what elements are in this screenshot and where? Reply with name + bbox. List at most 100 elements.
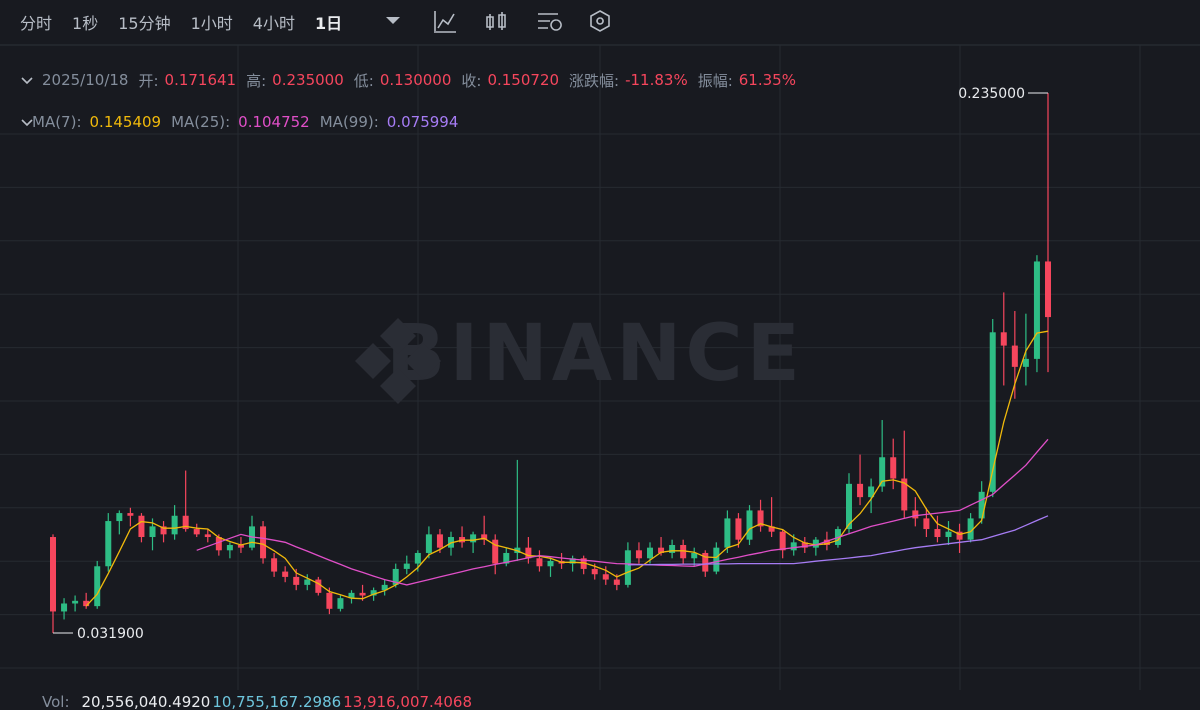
- low-label: 0.031900: [77, 626, 144, 642]
- indicator-icon[interactable]: [538, 13, 562, 31]
- candle-body: [348, 592, 355, 599]
- candle-body: [470, 534, 477, 543]
- candle-body: [503, 552, 510, 564]
- vol-label: Vol:: [42, 693, 70, 710]
- ma-line: [627, 515, 1049, 566]
- toolbar-icons: [21, 10, 610, 127]
- candle-body: [735, 518, 742, 540]
- field-value: -11.83%: [625, 71, 688, 89]
- candle-body: [293, 576, 300, 585]
- collapse-icon[interactable]: [21, 77, 33, 127]
- candle-body: [713, 547, 720, 572]
- ma-value: 0.075994: [386, 113, 459, 131]
- candle-body: [1000, 332, 1007, 346]
- candle-body: [50, 537, 56, 612]
- interval-button[interactable]: 1秒: [72, 14, 99, 33]
- candle-body: [193, 529, 200, 535]
- candle-body: [492, 539, 499, 564]
- ma-value: 0.145409: [89, 113, 162, 131]
- candle-body: [83, 600, 90, 607]
- candle-body: [105, 521, 112, 567]
- candle-body: [702, 552, 709, 572]
- field-label: 高:: [246, 71, 267, 90]
- interval-button[interactable]: 4小时: [252, 14, 295, 33]
- candle-body: [945, 531, 952, 538]
- candle-body: [757, 510, 764, 527]
- candle-body: [890, 457, 897, 479]
- candle-body: [635, 550, 642, 559]
- candle-body: [602, 574, 609, 580]
- candle-body: [282, 571, 289, 577]
- candle-body: [392, 568, 399, 585]
- interval-button[interactable]: 分时: [20, 14, 53, 33]
- candle-body: [1033, 261, 1040, 359]
- candle-body: [337, 598, 344, 609]
- field-value: 61.35%: [738, 71, 796, 89]
- candle-body: [746, 510, 753, 540]
- ma-info: MA(7): 0.145409 MA(25): 0.104752 MA(99): 0.07…: [20, 110, 458, 134]
- candle-body: [956, 531, 963, 540]
- high-label: 0.235000: [958, 86, 1025, 102]
- candle-body: [934, 529, 941, 538]
- interval-button[interactable]: 1小时: [190, 14, 233, 33]
- candle-body: [647, 547, 653, 559]
- candle-body: [536, 558, 543, 567]
- candle-body: [481, 534, 488, 540]
- candle-body: [94, 566, 101, 607]
- volume-value: 13,916,007.4068: [343, 693, 472, 710]
- candle-body: [923, 518, 930, 530]
- candle-body: [580, 558, 587, 569]
- candle-body: [436, 534, 443, 548]
- settings-icon[interactable]: [590, 10, 610, 32]
- candle-body: [724, 518, 731, 548]
- dropdown-icon[interactable]: [386, 17, 400, 24]
- interval-button[interactable]: 15分钟: [118, 14, 171, 33]
- field-label: 涨跌幅:: [569, 71, 620, 90]
- candle-body: [868, 486, 875, 498]
- line-chart-icon[interactable]: [434, 11, 456, 33]
- candle-body: [61, 603, 68, 612]
- candle-body: [823, 539, 830, 545]
- date: 2025/10/18: [42, 71, 129, 89]
- field-label: 振幅:: [697, 71, 733, 90]
- watermark: BINANCE: [386, 309, 804, 399]
- field-label: 开:: [138, 71, 159, 90]
- candle-body: [403, 563, 410, 569]
- candle-body: [1011, 345, 1018, 367]
- ma-label: MA(7):: [32, 113, 82, 131]
- candle-body: [171, 515, 178, 535]
- candle-body: [569, 558, 576, 564]
- interval-button[interactable]: 1日: [314, 14, 343, 33]
- candle-body: [680, 544, 687, 559]
- candle-body: [260, 526, 267, 559]
- candle-icon[interactable]: [486, 12, 506, 30]
- candle-body: [370, 590, 377, 596]
- candle-body: [691, 552, 698, 559]
- candle-body: [525, 547, 532, 559]
- volume-value: 20,556,040.4920: [81, 693, 211, 710]
- ma-label: MA(99):: [319, 113, 379, 131]
- candle-body: [901, 478, 908, 511]
- candle-body: [978, 491, 985, 519]
- candle-body: [768, 526, 775, 532]
- candle-body: [215, 537, 222, 551]
- candle-body: [613, 579, 620, 585]
- candle-body: [967, 518, 974, 540]
- candle-body: [160, 526, 167, 535]
- field-value: 0.150720: [487, 71, 560, 89]
- candle-body: [591, 568, 598, 575]
- candle-body: [790, 542, 797, 551]
- field-value: 0.235000: [272, 71, 344, 89]
- watermark-logo: [355, 318, 441, 404]
- ma-line: [196, 438, 1049, 586]
- volume-info: Vol: 20,556,040.4920 10,755,167.2986 13,916…: [20, 690, 472, 710]
- candle-body: [624, 550, 631, 585]
- candle-body: [658, 547, 665, 553]
- ohlc-info: 2025/10/18 开: 0.171641 高: 0.235000 低: 0.130000…: [20, 68, 796, 92]
- candle-body: [547, 560, 554, 567]
- candle-body: [669, 544, 676, 553]
- candle-body: [912, 510, 919, 519]
- candle-body: [326, 592, 333, 609]
